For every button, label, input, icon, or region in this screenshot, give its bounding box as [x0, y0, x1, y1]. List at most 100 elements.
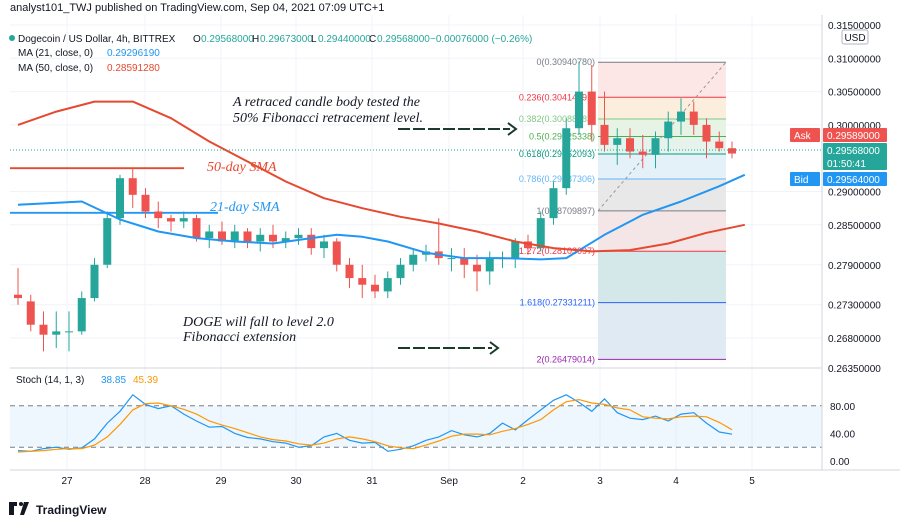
candle-body [485, 258, 494, 272]
retrace-annotation-line2: 50% Fibonacci retracement level. [233, 111, 423, 126]
ma21-value: 0.29296190 [107, 48, 160, 59]
candlestick-series [14, 61, 736, 352]
price-tick-label: 0.31500000 [828, 21, 881, 32]
candle-body [332, 241, 341, 265]
last-price: 0.29568000 [827, 146, 880, 157]
price-tick-label: 0.30000000 [828, 121, 881, 132]
candle-body [447, 258, 456, 260]
ohlc-open-label: O [193, 34, 201, 45]
fib-zone [598, 251, 726, 303]
stoch-band [10, 405, 822, 448]
ohlc-change: −0.00076000 (−0.26%) [430, 34, 532, 45]
fib-level-label: 0.5(0.29825338) [529, 132, 595, 142]
price-tick-label: 0.30500000 [828, 88, 881, 99]
stoch-tick-label: 40.00 [830, 429, 855, 440]
ma50-value: 0.28591280 [107, 63, 160, 74]
stoch-tick-label: 0.00 [830, 457, 850, 468]
sma21-annotation: 21-day SMA [210, 200, 280, 215]
candle-body [587, 91, 596, 125]
ohlc-close: 0.29568000 [377, 34, 430, 45]
tradingview-logo-dot [19, 502, 23, 506]
candle-body [116, 178, 124, 219]
price-tick-label: 0.31000000 [828, 54, 881, 65]
currency-badge[interactable] [841, 29, 869, 45]
legend-ma21: MA (21, close, 0) 0.29296190 [18, 48, 160, 59]
candle-body [103, 218, 112, 265]
candle-body [715, 141, 724, 149]
candle-body [26, 301, 35, 325]
ohlc-high: 0.29673000 [260, 34, 313, 45]
fib-level-label: 0.236(0.30414291) [519, 92, 595, 102]
candle-body [90, 264, 99, 299]
annotation-arrows [398, 122, 518, 355]
tradingview-logo[interactable]: TradingView [9, 502, 107, 517]
sma50-annotation: 50-day SMA [207, 160, 277, 175]
ask-label-bg [790, 128, 820, 142]
candle-body [626, 138, 634, 152]
candle-body [307, 234, 316, 249]
candle-body [562, 128, 571, 189]
fib-level-label: 1(0.28709897) [536, 206, 595, 216]
time-tick-label: 5 [749, 476, 755, 487]
candle-body [230, 231, 239, 242]
candle-body [473, 264, 481, 272]
candle-body [154, 211, 163, 219]
symbol-line: Dogecoin / US Dollar, 4h, BITTREX [18, 34, 176, 45]
candle-body [511, 241, 520, 259]
fib-level-label: 0(0.30940780) [536, 57, 595, 67]
stochastic-pane [10, 393, 822, 453]
bid-value: 0.29564000 [827, 175, 880, 186]
candle-body [14, 294, 22, 299]
candle-body [396, 264, 405, 279]
candle-body [269, 234, 277, 242]
currency-label: USD [844, 33, 865, 44]
candle-body [600, 124, 609, 145]
retrace-annotation-line1: A retraced candle body tested the [232, 95, 420, 110]
fib-level-label: 1.272(0.28103097) [519, 246, 595, 256]
time-tick-label: 3 [597, 476, 603, 487]
candle-body [320, 241, 328, 249]
stoch-d-line [17, 398, 733, 453]
time-tick-label: 27 [61, 476, 73, 487]
candle-body [243, 231, 252, 242]
price-tick-label: 0.26800000 [828, 334, 881, 345]
ma50-line [17, 100, 746, 253]
candle-body [192, 218, 201, 239]
stoch-k-value: 38.85 [101, 375, 126, 386]
price-tick-label: 0.28500000 [828, 221, 881, 232]
time-tick-label: 30 [290, 476, 302, 487]
price-tick-label: 0.26350000 [828, 364, 881, 375]
fib-trend-line [597, 61, 727, 212]
candle-body [39, 324, 48, 335]
candle-body [77, 298, 86, 332]
ohlc-low: 0.29440000 [318, 34, 371, 45]
market-status-dot [9, 35, 15, 41]
bid-value-bg [823, 172, 887, 186]
time-tick-label: 4 [673, 476, 679, 487]
time-axis[interactable]: 27 28 29 30 31 Sep 2 3 4 5 [61, 476, 755, 487]
retrace-arrow-head [507, 122, 518, 136]
candle-body [677, 111, 685, 122]
candle-body [549, 188, 558, 219]
publisher-line: analyst101_TWJ published on TradingView.… [10, 2, 384, 14]
tradingview-logo-icon [9, 502, 17, 515]
candle-body [52, 331, 61, 335]
candle-body [638, 151, 647, 155]
candle-body [689, 111, 698, 125]
fib-zone [598, 154, 726, 180]
candle-body [167, 218, 175, 222]
candle-body [256, 234, 265, 242]
stoch-label: Stoch (14, 1, 3) [16, 375, 84, 386]
last-price-bg [823, 143, 887, 157]
price-axis[interactable]: 0.31500000 0.31000000 0.30500000 0.30000000… [10, 21, 887, 468]
bar-countdown-bg [823, 156, 887, 170]
doge-annotation-line2: Fibonacci extension [182, 330, 296, 345]
candle-body [205, 231, 214, 239]
candle-body [702, 124, 711, 142]
bar-countdown: 01:50:41 [827, 159, 866, 170]
ohlc-open: 0.29568000 [201, 34, 254, 45]
ask-value: 0.29589000 [827, 131, 880, 142]
time-tick-label: 29 [215, 476, 227, 487]
